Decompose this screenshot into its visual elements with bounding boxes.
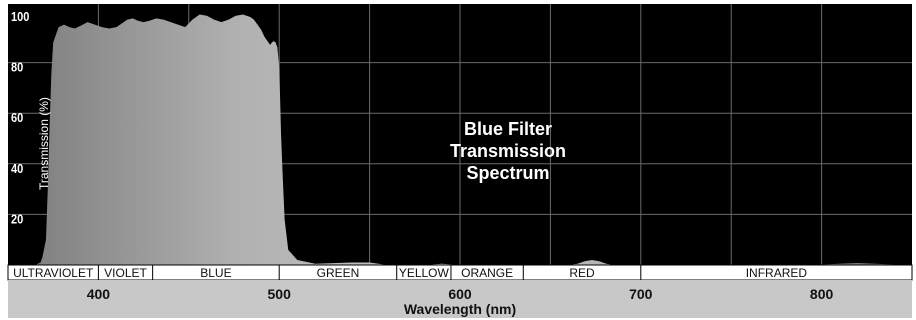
band-label: GREEN bbox=[317, 266, 360, 280]
band-label: RED bbox=[569, 266, 595, 280]
band-label: INFRARED bbox=[746, 266, 808, 280]
band-label: BLUE bbox=[200, 266, 231, 280]
x-tick-label: 600 bbox=[448, 286, 472, 302]
x-axis-strip bbox=[8, 280, 912, 318]
band-label: YELLOW bbox=[399, 266, 450, 280]
x-tick-label: 400 bbox=[87, 286, 111, 302]
y-tick-label: 20 bbox=[11, 212, 24, 227]
y-tick-label: 40 bbox=[11, 161, 24, 176]
title-line-3: Spectrum bbox=[466, 163, 549, 183]
x-tick-label: 700 bbox=[629, 286, 653, 302]
y-axis-label: Transmission (%) bbox=[37, 97, 51, 190]
y-axis-ticks: 100 80 60 40 20 bbox=[11, 9, 30, 226]
y-tick-label: 100 bbox=[11, 9, 30, 24]
band-label: VIOLET bbox=[104, 266, 147, 280]
band-label: ULTRAVIOLET bbox=[13, 266, 94, 280]
x-tick-label: 800 bbox=[810, 286, 834, 302]
color-band-row: ULTRAVIOLET VIOLET BLUE GREEN YELLOW ORANGE RE… bbox=[7, 264, 913, 281]
x-tick-label: 500 bbox=[268, 286, 292, 302]
band-label: ORANGE bbox=[461, 266, 513, 280]
x-axis-label: Wavelength (nm) bbox=[404, 301, 516, 317]
transmission-area bbox=[8, 14, 912, 266]
y-tick-label: 60 bbox=[11, 110, 24, 125]
title-line-1: Blue Filter bbox=[464, 119, 552, 139]
chart-title: Blue Filter Transmission Spectrum bbox=[450, 119, 566, 183]
title-line-2: Transmission bbox=[450, 141, 566, 161]
x-axis-ticks: 400 500 600 700 800 bbox=[87, 286, 834, 302]
y-tick-label: 80 bbox=[11, 60, 24, 75]
